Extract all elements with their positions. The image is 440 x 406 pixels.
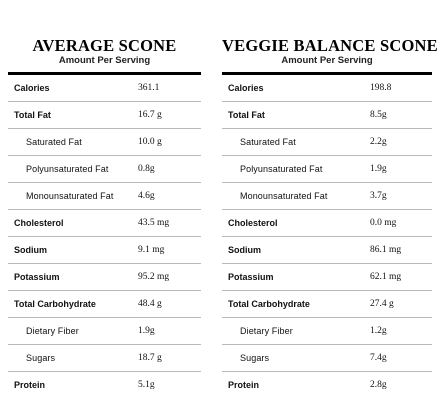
nutrient-row-calories: Calories 361.1 xyxy=(8,75,201,102)
nutrient-label: Cholesterol xyxy=(228,218,278,228)
panel-subtitle: Amount Per Serving xyxy=(58,55,151,66)
nutrient-value: 1.9g xyxy=(138,326,155,336)
nutrient-label: Sugars xyxy=(240,353,270,363)
nutrient-value: 1.9g xyxy=(370,164,387,174)
nutrient-value: 5.1g xyxy=(138,380,155,390)
nutrient-row-sugars: Sugars 18.7 g xyxy=(8,345,201,372)
nutrient-value: 27.4 g xyxy=(370,299,394,309)
nutrient-row-sodium: Sodium 86.1 mg xyxy=(222,237,432,264)
nutrient-value: 361.1 xyxy=(138,83,160,93)
nutrient-label: Total Carbohydrate xyxy=(228,299,310,309)
nutrient-value: 4.6g xyxy=(138,191,155,201)
nutrient-label: Sodium xyxy=(14,245,47,255)
nutrient-label: Dietary Fiber xyxy=(26,326,79,336)
veggie-balance-scone-panel: VEGGIE BALANCE SCONE Amount Per Serving … xyxy=(222,0,438,398)
nutrient-row-monounsaturated-fat: Monounsaturated Fat 3.7g xyxy=(222,183,432,210)
nutrient-row-dietary-fiber: Dietary Fiber 1.2g xyxy=(222,318,432,345)
nutrient-label: Protein xyxy=(228,380,260,390)
nutrient-label: Total Carbohydrate xyxy=(14,299,96,309)
nutrient-label: Calories xyxy=(228,83,264,93)
nutrient-row-total-fat: Total Fat 16.7 g xyxy=(8,102,201,129)
nutrient-value: 7.4g xyxy=(370,353,387,363)
header-rule xyxy=(8,72,201,75)
nutrient-row-monounsaturated-fat: Monounsaturated Fat 4.6g xyxy=(8,183,201,210)
nutrient-value: 8.5g xyxy=(370,110,387,120)
nutrient-row-total-carbohydrate: Total Carbohydrate 48.4 g xyxy=(8,291,201,318)
nutrient-label: Potassium xyxy=(228,272,274,282)
nutrient-row-cholesterol: Cholesterol 43.5 mg xyxy=(8,210,201,237)
nutrient-label: Protein xyxy=(14,380,46,390)
nutrient-label: Sugars xyxy=(26,353,56,363)
nutrient-value: 48.4 g xyxy=(138,299,162,309)
nutrient-value: 43.5 mg xyxy=(138,218,170,228)
nutrient-value: 16.7 g xyxy=(138,110,162,120)
nutrient-label: Calories xyxy=(14,83,50,93)
nutrient-row-saturated-fat: Saturated Fat 10.0 g xyxy=(8,129,201,156)
nutrient-value: 0.8g xyxy=(138,164,155,174)
panel-subtitle: Amount Per Serving xyxy=(281,55,373,66)
panel-title: VEGGIE BALANCE SCONE xyxy=(222,36,438,55)
nutrient-value: 2.8g xyxy=(370,380,387,390)
nutrient-value: 198.8 xyxy=(370,83,392,93)
nutrient-row-calories: Calories 198.8 xyxy=(222,75,432,102)
nutrient-label: Saturated Fat xyxy=(240,137,296,147)
nutrient-label: Total Fat xyxy=(228,110,265,120)
nutrient-value: 1.2g xyxy=(370,326,387,336)
nutrient-label: Polyunsaturated Fat xyxy=(240,164,323,174)
nutrient-row-polyunsaturated-fat: Polyunsaturated Fat 0.8g xyxy=(8,156,201,183)
nutrient-value: 2.2g xyxy=(370,137,387,147)
nutrient-value: 18.7 g xyxy=(138,353,162,363)
nutrient-row-potassium: Potassium 95.2 mg xyxy=(8,264,201,291)
nutrient-row-protein: Protein 2.8g xyxy=(222,372,432,398)
nutrient-value: 3.7g xyxy=(370,191,387,201)
nutrient-row-sodium: Sodium 9.1 mg xyxy=(8,237,201,264)
nutrient-label: Potassium xyxy=(14,272,60,282)
nutrient-row-sugars: Sugars 7.4g xyxy=(222,345,432,372)
nutrient-label: Monounsaturated Fat xyxy=(240,191,328,201)
nutrition-rows: Calories 198.8 Total Fat 8.5g Saturated Fa… xyxy=(222,75,432,398)
nutrient-value: 95.2 mg xyxy=(138,272,170,282)
nutrition-rows: Calories 361.1 Total Fat 16.7 g Saturated … xyxy=(8,75,201,398)
nutrient-label: Sodium xyxy=(228,245,261,255)
nutrient-row-potassium: Potassium 62.1 mg xyxy=(222,264,432,291)
nutrient-label: Saturated Fat xyxy=(26,137,82,147)
nutrient-value: 10.0 g xyxy=(138,137,162,147)
nutrient-row-saturated-fat: Saturated Fat 2.2g xyxy=(222,129,432,156)
nutrient-label: Total Fat xyxy=(14,110,51,120)
average-scone-panel: AVERAGE SCONE Amount Per Serving Calorie… xyxy=(8,0,201,398)
nutrient-row-protein: Protein 5.1g xyxy=(8,372,201,398)
nutrient-value: 62.1 mg xyxy=(370,272,402,282)
header-rule xyxy=(222,72,432,75)
nutrient-value: 9.1 mg xyxy=(138,245,165,255)
nutrient-value: 0.0 mg xyxy=(370,218,397,228)
nutrient-label: Cholesterol xyxy=(14,218,64,228)
nutrient-label: Dietary Fiber xyxy=(240,326,293,336)
nutrient-label: Polyunsaturated Fat xyxy=(26,164,109,174)
nutrient-row-polyunsaturated-fat: Polyunsaturated Fat 1.9g xyxy=(222,156,432,183)
nutrient-label: Monounsaturated Fat xyxy=(26,191,114,201)
nutrient-value: 86.1 mg xyxy=(370,245,402,255)
nutrient-row-cholesterol: Cholesterol 0.0 mg xyxy=(222,210,432,237)
nutrient-row-total-fat: Total Fat 8.5g xyxy=(222,102,432,129)
nutrient-row-dietary-fiber: Dietary Fiber 1.9g xyxy=(8,318,201,345)
panel-title: AVERAGE SCONE xyxy=(32,36,177,55)
nutrient-row-total-carbohydrate: Total Carbohydrate 27.4 g xyxy=(222,291,432,318)
